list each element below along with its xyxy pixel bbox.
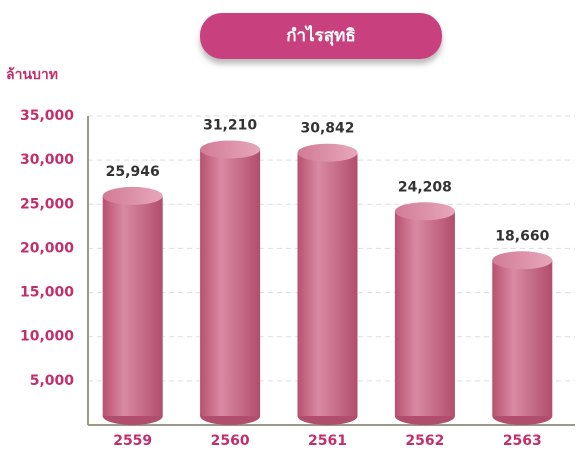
title-pill — [200, 13, 442, 59]
y-tick-label: 35,000 — [20, 108, 74, 124]
x-tick-label: 2560 — [211, 433, 250, 449]
value-label: 30,842 — [300, 121, 354, 137]
y-tick-label: 15,000 — [20, 285, 74, 301]
bar-top — [200, 140, 261, 159]
value-label: 24,208 — [398, 179, 452, 195]
bar-body — [200, 149, 261, 417]
y-tick-label: 25,000 — [20, 196, 74, 212]
value-label: 31,210 — [203, 117, 257, 133]
bar-top — [297, 143, 358, 162]
bar-body — [492, 260, 553, 416]
y-axis-label: ล้านบาท — [6, 67, 58, 83]
y-tick-label: 5,000 — [30, 373, 75, 389]
chart-title: กำไรสุทธิ — [286, 25, 355, 46]
y-tick-label: 30,000 — [20, 152, 74, 168]
value-label: 25,946 — [106, 164, 160, 180]
bar-top — [394, 202, 455, 221]
bar-top — [492, 251, 553, 270]
bar — [394, 202, 455, 425]
x-tick-label: 2559 — [113, 433, 152, 449]
bar — [200, 140, 261, 425]
bar-top — [102, 186, 163, 205]
bar-body — [394, 211, 455, 416]
y-tick-label: 10,000 — [20, 329, 74, 345]
y-tick-label: 20,000 — [20, 240, 74, 256]
bar — [492, 251, 553, 425]
bar — [102, 186, 163, 425]
bar-body — [102, 195, 163, 416]
bar — [297, 143, 358, 425]
value-label: 18,660 — [495, 228, 549, 244]
x-tick-label: 2561 — [308, 433, 347, 449]
bar-body — [297, 152, 358, 416]
x-tick-label: 2562 — [405, 433, 444, 449]
x-tick-label: 2563 — [503, 433, 542, 449]
